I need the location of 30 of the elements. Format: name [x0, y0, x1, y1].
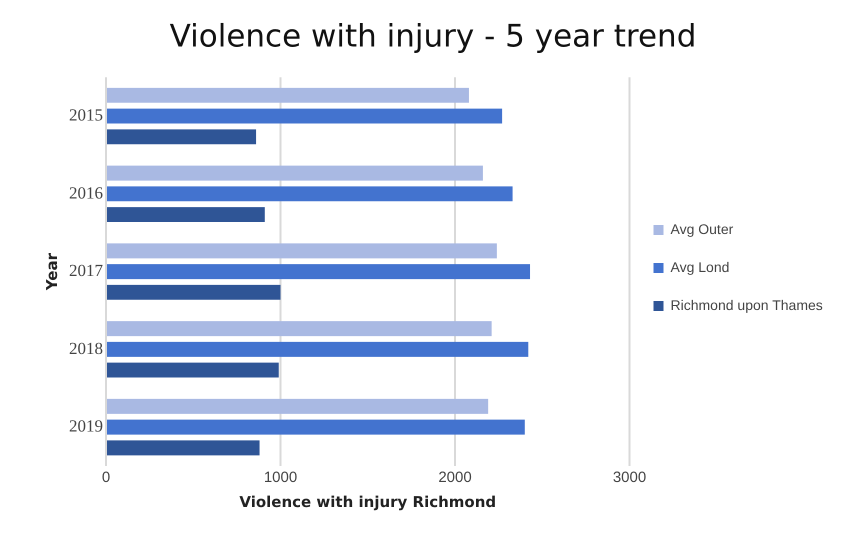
bar	[107, 88, 469, 103]
y-tick-label: 2018	[69, 338, 103, 358]
bar	[107, 420, 525, 435]
y-tick-label: 2016	[69, 183, 103, 202]
y-tick-label: 2017	[69, 261, 104, 280]
bar	[107, 284, 280, 300]
bar	[107, 440, 260, 456]
bar	[107, 398, 488, 414]
bar	[107, 186, 513, 202]
y-axis-title: Year	[42, 252, 61, 292]
legend-label: Avg Outer	[670, 220, 734, 237]
x-tick-label: 1000	[264, 469, 298, 486]
bar	[107, 166, 483, 181]
y-tick-label: 2015	[69, 106, 103, 125]
chart-title: Violence with injury - 5 year trend	[170, 18, 696, 55]
x-tick-label: 0	[102, 469, 110, 486]
legend-label: Avg Lond	[670, 258, 730, 275]
bar	[107, 362, 279, 378]
bar	[107, 264, 530, 280]
bar	[107, 321, 492, 336]
bar	[107, 342, 528, 357]
legend-label: Richmond upon Thames	[670, 296, 823, 313]
bar	[107, 243, 497, 258]
bar	[107, 207, 265, 222]
bar	[107, 108, 502, 124]
x-tick-label: 2000	[438, 469, 472, 486]
y-tick-label: 2019	[69, 416, 103, 436]
x-axis-title: Violence with injury Richmond	[239, 492, 496, 511]
bar	[107, 129, 256, 144]
x-tick-label: 3000	[612, 469, 646, 486]
